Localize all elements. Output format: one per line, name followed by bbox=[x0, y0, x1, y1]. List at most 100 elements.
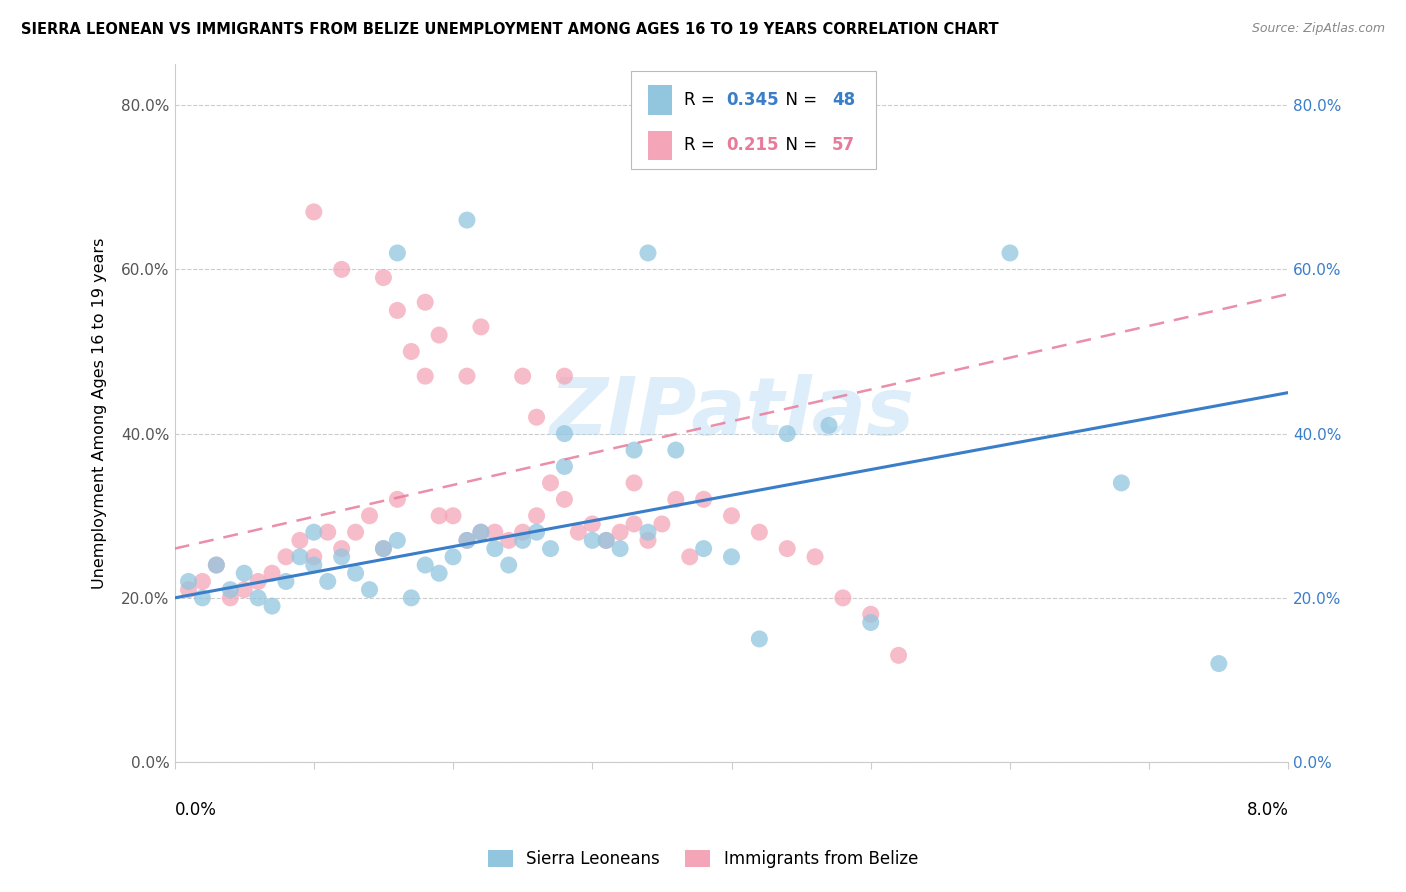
Point bbox=[692, 541, 714, 556]
Point bbox=[512, 369, 534, 384]
Point bbox=[427, 566, 450, 581]
Point bbox=[1111, 475, 1133, 490]
Point bbox=[177, 574, 200, 589]
Legend: Sierra Leoneans, Immigrants from Belize: Sierra Leoneans, Immigrants from Belize bbox=[481, 843, 925, 875]
Point bbox=[498, 558, 520, 572]
Point bbox=[595, 533, 617, 548]
Text: Source: ZipAtlas.com: Source: ZipAtlas.com bbox=[1251, 22, 1385, 36]
Point bbox=[1208, 657, 1230, 671]
Point bbox=[302, 205, 325, 219]
Point bbox=[401, 344, 423, 359]
Point bbox=[665, 492, 688, 507]
Point bbox=[456, 533, 478, 548]
Point bbox=[526, 410, 548, 425]
Text: N =: N = bbox=[775, 91, 823, 109]
Point bbox=[191, 574, 214, 589]
Point bbox=[302, 558, 325, 572]
Point bbox=[413, 369, 436, 384]
Point bbox=[581, 533, 603, 548]
Text: SIERRA LEONEAN VS IMMIGRANTS FROM BELIZE UNEMPLOYMENT AMONG AGES 16 TO 19 YEARS : SIERRA LEONEAN VS IMMIGRANTS FROM BELIZE… bbox=[21, 22, 998, 37]
Point bbox=[665, 443, 688, 458]
Point bbox=[413, 558, 436, 572]
Point bbox=[373, 541, 395, 556]
Point bbox=[540, 475, 562, 490]
Point bbox=[720, 508, 742, 523]
Point bbox=[441, 508, 464, 523]
Text: 0.0%: 0.0% bbox=[174, 801, 217, 819]
Point bbox=[831, 591, 853, 605]
Point bbox=[288, 533, 311, 548]
Point bbox=[205, 558, 228, 572]
Point bbox=[720, 549, 742, 564]
Point bbox=[401, 591, 423, 605]
Point bbox=[998, 246, 1021, 260]
Point bbox=[595, 533, 617, 548]
Point bbox=[637, 525, 659, 540]
Point bbox=[637, 533, 659, 548]
Point bbox=[623, 443, 645, 458]
Point bbox=[679, 549, 702, 564]
Point bbox=[456, 213, 478, 227]
FancyBboxPatch shape bbox=[648, 86, 672, 114]
Point bbox=[413, 295, 436, 310]
Point bbox=[373, 541, 395, 556]
Text: R =: R = bbox=[683, 91, 720, 109]
Text: 57: 57 bbox=[832, 136, 855, 154]
Point bbox=[387, 492, 409, 507]
Point bbox=[359, 508, 381, 523]
Point bbox=[302, 549, 325, 564]
Point bbox=[191, 591, 214, 605]
Text: R =: R = bbox=[683, 136, 720, 154]
Point bbox=[748, 632, 770, 646]
Point bbox=[484, 541, 506, 556]
Point bbox=[692, 492, 714, 507]
Point bbox=[456, 369, 478, 384]
Point bbox=[553, 459, 575, 474]
Point bbox=[177, 582, 200, 597]
Point bbox=[441, 549, 464, 564]
Point bbox=[247, 574, 270, 589]
Point bbox=[887, 648, 910, 663]
FancyBboxPatch shape bbox=[631, 71, 876, 169]
Point bbox=[219, 591, 242, 605]
Point bbox=[637, 246, 659, 260]
Point bbox=[859, 615, 882, 630]
Point bbox=[470, 525, 492, 540]
Point bbox=[498, 533, 520, 548]
Point bbox=[623, 475, 645, 490]
Point bbox=[609, 525, 631, 540]
Point bbox=[219, 582, 242, 597]
Text: ZIPatlas: ZIPatlas bbox=[548, 374, 914, 452]
Point bbox=[804, 549, 827, 564]
Point bbox=[609, 541, 631, 556]
Point bbox=[316, 525, 339, 540]
Point bbox=[427, 328, 450, 343]
Point bbox=[456, 533, 478, 548]
Point bbox=[859, 607, 882, 622]
Point bbox=[581, 516, 603, 531]
Point bbox=[330, 541, 353, 556]
Y-axis label: Unemployment Among Ages 16 to 19 years: Unemployment Among Ages 16 to 19 years bbox=[93, 237, 107, 589]
Point bbox=[205, 558, 228, 572]
Point bbox=[359, 582, 381, 597]
Text: 0.345: 0.345 bbox=[725, 91, 779, 109]
Point bbox=[818, 418, 841, 433]
Text: N =: N = bbox=[775, 136, 823, 154]
Point bbox=[623, 516, 645, 531]
Point bbox=[512, 533, 534, 548]
Text: 48: 48 bbox=[832, 91, 855, 109]
Point bbox=[233, 582, 256, 597]
Point bbox=[553, 492, 575, 507]
Point bbox=[651, 516, 673, 531]
Text: 0.215: 0.215 bbox=[725, 136, 779, 154]
Point bbox=[247, 591, 270, 605]
Point bbox=[387, 246, 409, 260]
Point bbox=[553, 426, 575, 441]
Point bbox=[344, 525, 367, 540]
Point bbox=[470, 525, 492, 540]
Point bbox=[567, 525, 589, 540]
Point bbox=[553, 369, 575, 384]
Point bbox=[316, 574, 339, 589]
Point bbox=[427, 508, 450, 523]
Point bbox=[330, 549, 353, 564]
